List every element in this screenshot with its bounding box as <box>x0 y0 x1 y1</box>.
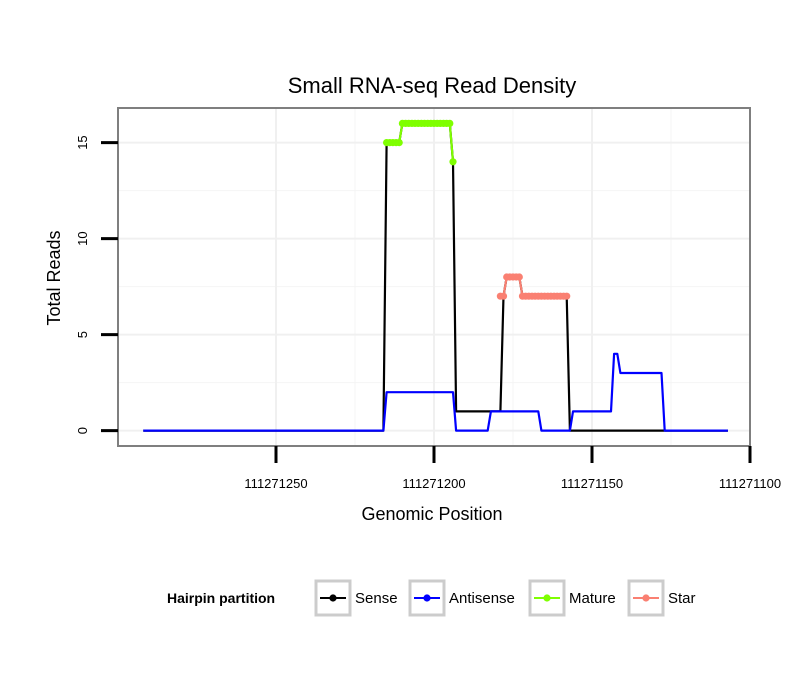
legend-label: Sense <box>355 590 398 607</box>
x-tick-label: 111271100 <box>719 476 781 491</box>
chart-title: Small RNA-seq Read Density <box>288 73 577 98</box>
series-layer <box>143 119 728 432</box>
point-star <box>515 273 523 281</box>
legend-label: Mature <box>569 590 616 607</box>
y-axis-title: Total Reads <box>44 230 64 325</box>
y-tick-label: 5 <box>75 331 90 338</box>
legend-label: Star <box>668 590 696 607</box>
legend-title: Hairpin partition <box>167 590 275 606</box>
legend-item-sense: Sense <box>314 579 398 617</box>
legend-item-star: Star <box>627 579 696 617</box>
legend: Sense Antisense Mature Star <box>314 579 696 617</box>
legend-key-dot <box>543 594 551 602</box>
legend-key-dot <box>642 594 650 602</box>
point-star <box>563 292 571 300</box>
axis-ticks: 111271250 111271200 111271150 111271100 0 5 10… <box>75 135 781 491</box>
x-tick-label: 111271200 <box>402 476 465 491</box>
legend-label: Antisense <box>449 590 515 607</box>
x-tick-label: 111271150 <box>561 476 623 491</box>
legend-key-dot <box>423 594 431 602</box>
legend-item-mature: Mature <box>528 579 616 617</box>
x-axis-title: Genomic Position <box>361 504 502 524</box>
series-line-antisense <box>143 352 728 432</box>
y-tick-label: 15 <box>75 135 90 149</box>
y-tick-label: 10 <box>75 231 90 245</box>
point-mature <box>395 139 403 147</box>
legend-key-dot <box>329 594 337 602</box>
point-mature <box>449 158 457 166</box>
point-star <box>499 292 508 300</box>
y-tick-label: 0 <box>75 427 90 434</box>
point-mature <box>446 119 454 127</box>
legend-item-antisense: Antisense <box>408 579 515 617</box>
x-tick-label: 111271250 <box>244 476 307 491</box>
